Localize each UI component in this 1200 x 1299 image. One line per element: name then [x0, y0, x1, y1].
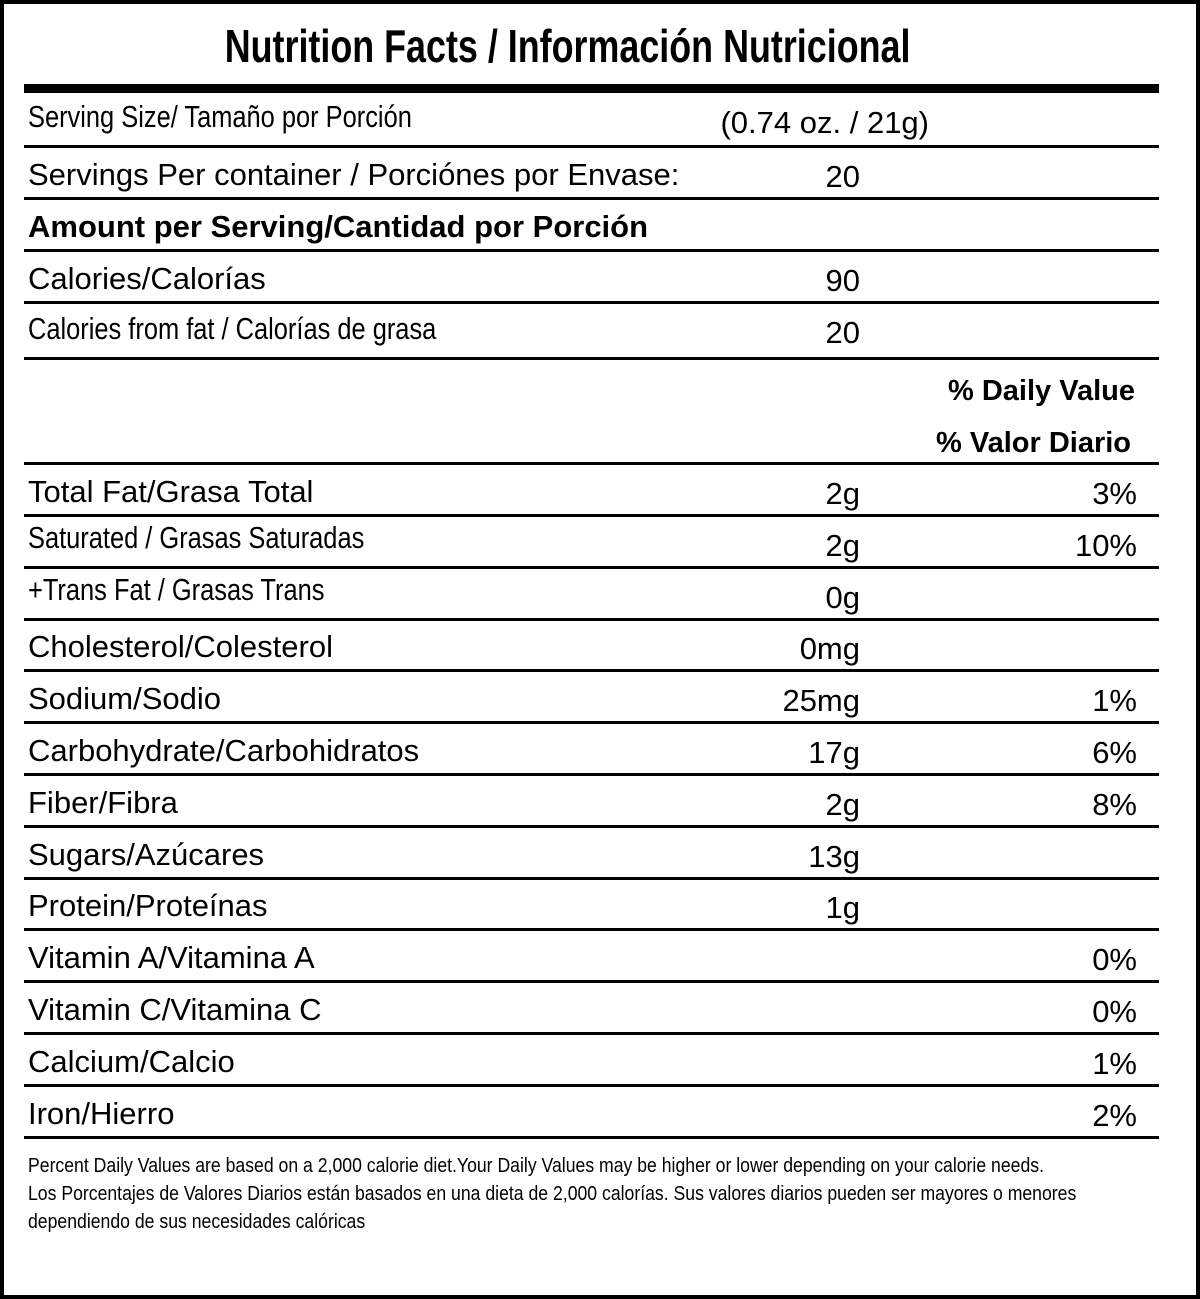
valor-diario-heading: % Valor Diario [935, 427, 1131, 459]
servings-per-container-value: 20 [825, 159, 860, 194]
nutrient-daily-value: 8% [1092, 786, 1137, 822]
nutrient-daily-value: 0% [1092, 994, 1137, 1029]
nutrient-label: Sodium/Sodio [28, 681, 222, 717]
nutrient-label: Carbohydrate/Carbohidratos [28, 733, 420, 768]
nutrient-label: Iron/Hierro [28, 1095, 175, 1131]
serving-size-value: (0.74 oz. / 21g) [720, 105, 929, 140]
nutrient-amount: 17g [808, 735, 860, 770]
servings-per-container-label: Servings Per container / Porciónes por E… [28, 157, 680, 192]
title-text: Nutrition Facts / Información Nutriciona… [225, 20, 911, 72]
nutrient-daily-value: 0% [1092, 942, 1137, 978]
nutrient-amount: 2g [825, 786, 860, 822]
nutrient-row: Fiber/Fibra 2g 8% [24, 776, 1159, 828]
nutrient-row: Saturated / Grasas Saturadas 2g 10% [24, 517, 1159, 569]
nutrient-amount: 13g [808, 838, 860, 874]
nutrient-daily-value: 1% [1092, 1045, 1137, 1081]
nutrient-label: Total Fat/Grasa Total [28, 474, 314, 509]
nutrient-amount: 1g [825, 890, 860, 926]
nutrient-label: Cholesterol/Colesterol [28, 629, 333, 665]
nutrient-row: Vitamin C/Vitamina C 0% [24, 983, 1159, 1035]
calories-from-fat-label: Calories from fat / Calorías de grasa [28, 311, 437, 346]
nutrient-row: Sugars/Azúcares 13g [24, 828, 1159, 880]
nutrient-amount: 25mg [782, 683, 860, 719]
servings-per-container-row: Servings Per container / Porciónes por E… [24, 148, 1159, 200]
daily-value-header-row: % Daily Value % Valor Diario [24, 360, 1159, 465]
nutrient-row: Sodium/Sodio 25mg 1% [24, 672, 1159, 725]
nutrient-row: Vitamin A/Vitamina A 0% [24, 931, 1159, 984]
nutrient-label: Fiber/Fibra [28, 784, 178, 820]
nutrient-daily-value: 3% [1092, 476, 1137, 511]
serving-size-label: Serving Size/ Tamaño por Porción [28, 99, 412, 134]
nutrient-label: Vitamin C/Vitamina C [28, 992, 322, 1027]
nutrient-daily-value: 6% [1092, 735, 1137, 770]
heavy-divider [24, 84, 1159, 93]
nutrient-amount: 2g [825, 527, 860, 563]
daily-value-heading: % Daily Value [948, 375, 1135, 407]
nutrient-amount: 0mg [799, 631, 860, 667]
footnote: Percent Daily Values are based on a 2,00… [28, 1152, 1146, 1236]
calories-from-fat-value: 20 [825, 315, 860, 350]
calories-value: 90 [825, 263, 860, 298]
nutrient-label: Calcium/Calcio [28, 1043, 235, 1079]
serving-size-row: Serving Size/ Tamaño por Porción (0.74 o… [24, 93, 1159, 148]
nutrient-label: Vitamin A/Vitamina A [28, 940, 315, 976]
nutrient-daily-value: 10% [1074, 527, 1137, 563]
amount-per-serving-row: Amount per Serving/Cantidad por Porción [24, 200, 1159, 252]
calories-label: Calories/Calorías [28, 261, 266, 296]
nutrient-row: Carbohydrate/Carbohidratos 17g 6% [24, 724, 1159, 776]
calories-row: Calories/Calorías 90 [24, 252, 1159, 304]
label-title: Nutrition Facts / Información Nutriciona… [0, 18, 1136, 74]
nutrient-amount: 2g [825, 476, 860, 511]
footnote-english: Percent Daily Values are based on a 2,00… [28, 1154, 1044, 1177]
nutrient-daily-value: 2% [1092, 1097, 1137, 1133]
nutrient-label: +Trans Fat / Grasas Trans [28, 571, 325, 607]
nutrient-row: Cholesterol/Colesterol 0mg [24, 620, 1159, 673]
nutrient-amount: 0g [825, 579, 860, 615]
nutrient-label: Sugars/Azúcares [28, 836, 265, 872]
nutrient-daily-value: 1% [1092, 683, 1137, 719]
nutrient-row: +Trans Fat / Grasas Trans 0g [24, 569, 1159, 621]
nutrient-row: Protein/Proteínas 1g [24, 879, 1159, 932]
nutrient-row: Iron/Hierro 2% [24, 1087, 1159, 1139]
footnote-spanish: Los Porcentajes de Valores Diarios están… [28, 1182, 1077, 1233]
amount-per-serving-heading: Amount per Serving/Cantidad por Porción [28, 209, 649, 244]
nutrient-label: Saturated / Grasas Saturadas [28, 519, 365, 555]
nutrient-row: Calcium/Calcio 1% [24, 1035, 1159, 1087]
nutrient-row: Total Fat/Grasa Total 2g 3% [24, 465, 1159, 517]
calories-from-fat-row: Calories from fat / Calorías de grasa 20 [24, 304, 1159, 360]
nutrient-label: Protein/Proteínas [28, 888, 268, 924]
